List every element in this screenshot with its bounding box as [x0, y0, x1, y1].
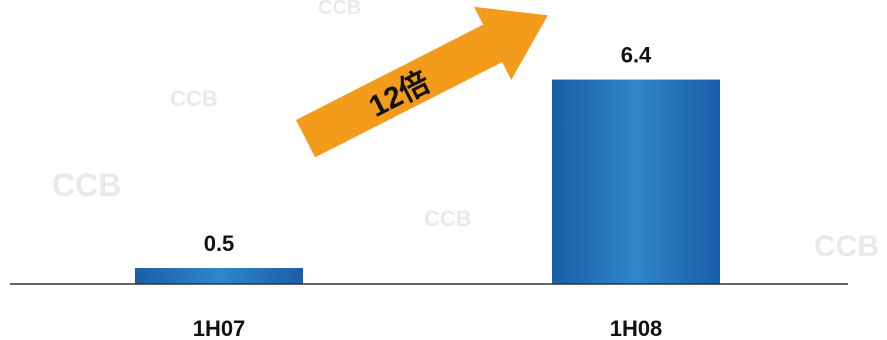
- watermark: CCB: [170, 86, 218, 111]
- watermarks: CCB CCB CCB CCB CCB: [52, 0, 879, 263]
- watermark: CCB: [424, 206, 472, 231]
- watermark: CCB: [52, 167, 121, 203]
- watermark: CCB: [318, 0, 361, 19]
- bars-group: 0.5 1H07 6.4 1H08: [135, 43, 720, 340]
- bar-1h07: [135, 268, 303, 284]
- growth-arrow: 12倍: [296, 6, 548, 158]
- data-label: 6.4: [621, 43, 652, 68]
- arrow-shape: [296, 6, 548, 158]
- data-label: 0.5: [204, 231, 235, 256]
- category-label: 1H08: [610, 316, 663, 340]
- bar-1h08: [552, 79, 720, 284]
- watermark: CCB: [814, 230, 879, 263]
- category-label: 1H07: [193, 316, 246, 340]
